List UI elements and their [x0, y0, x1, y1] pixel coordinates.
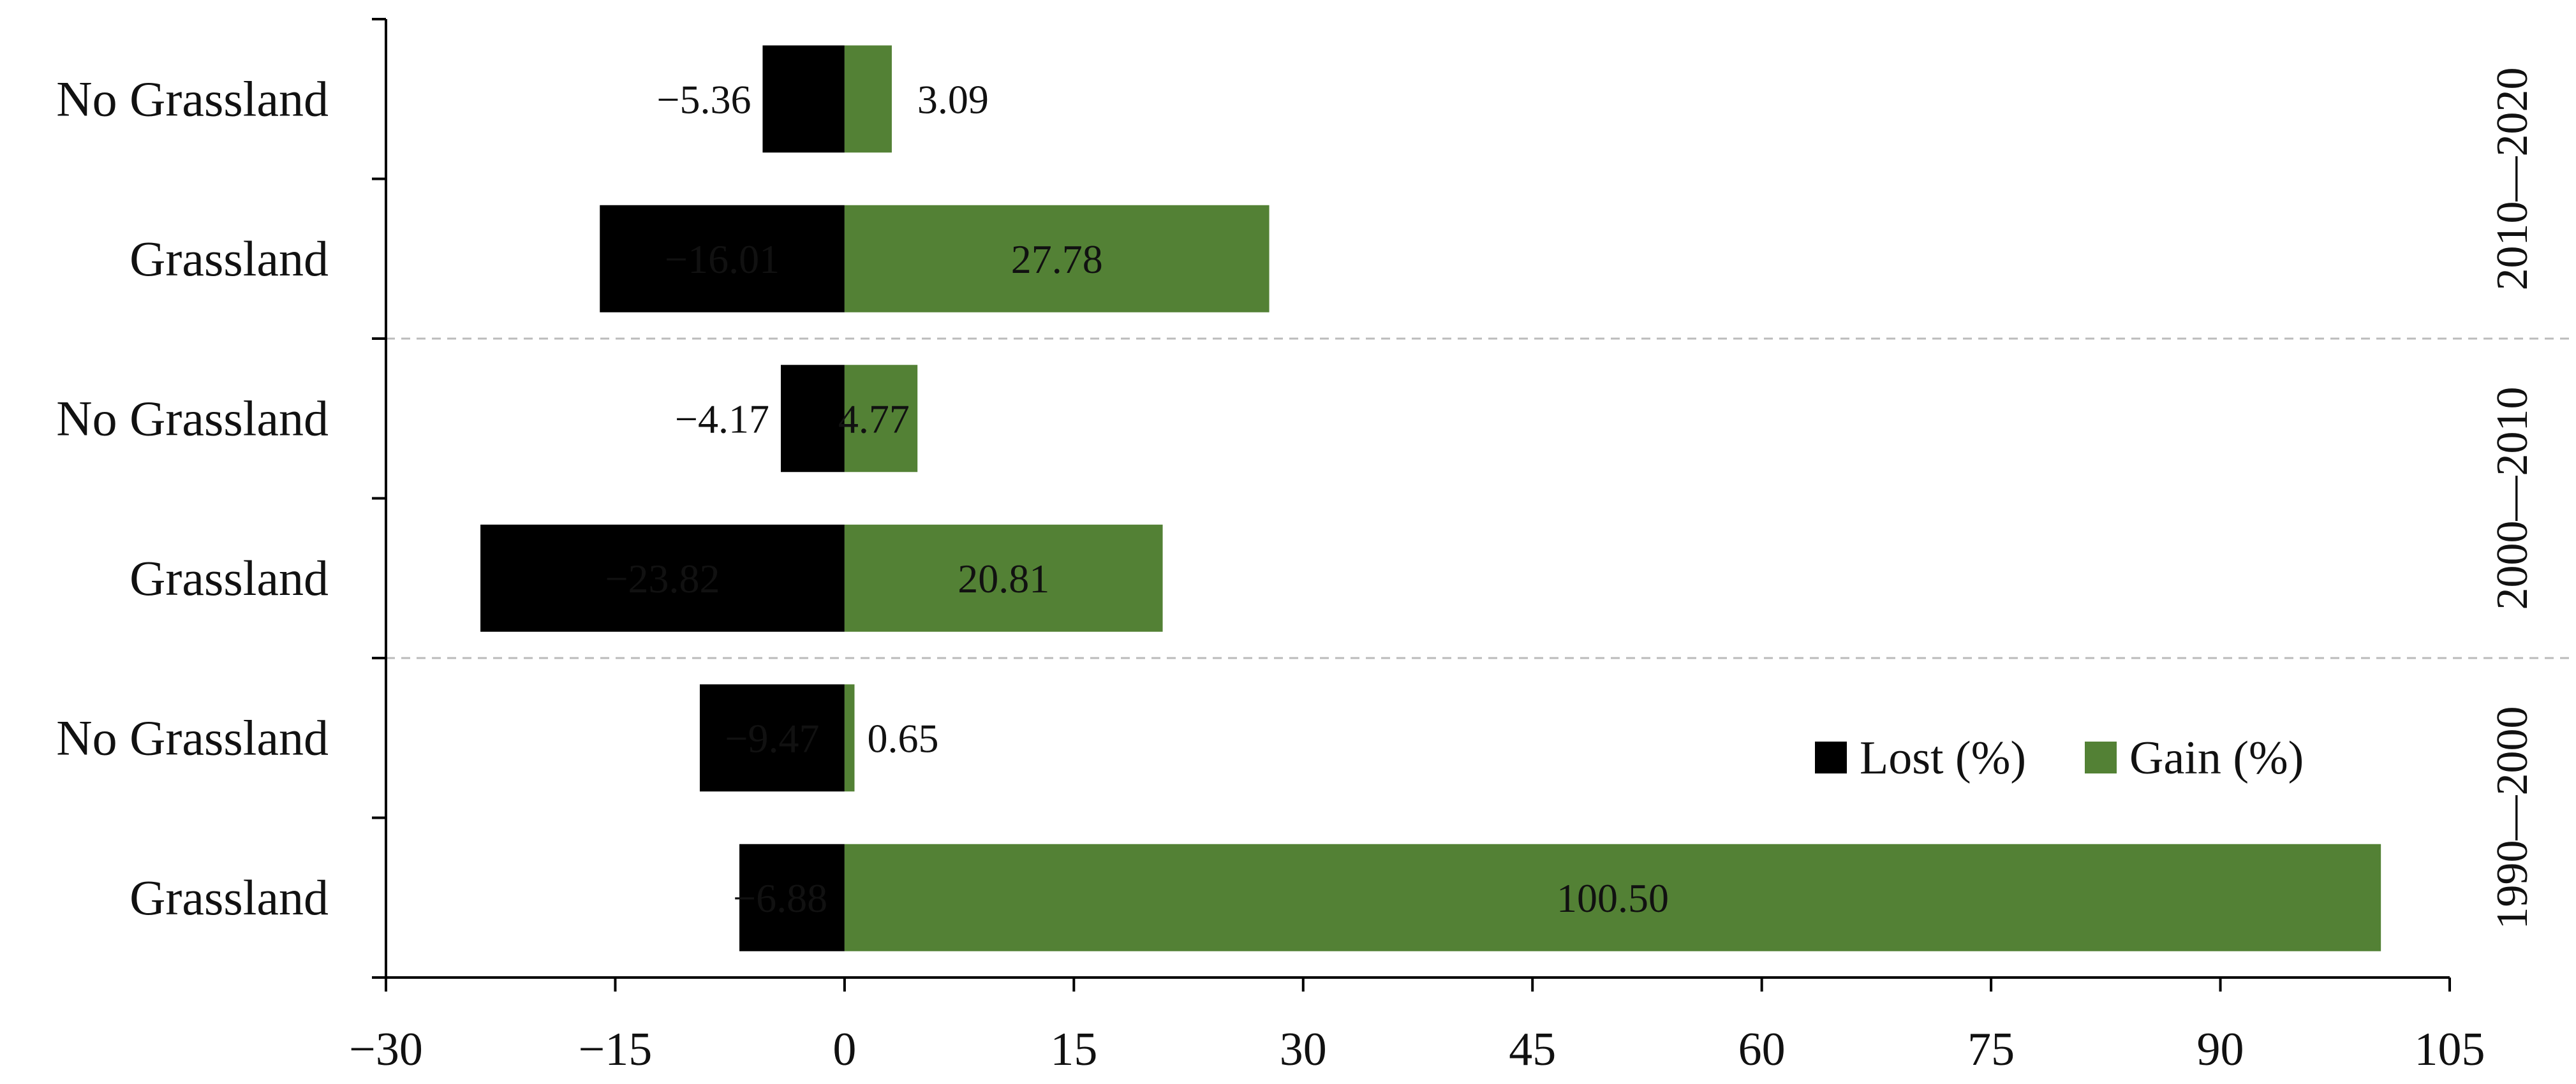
- x-tick-label: 105: [2415, 1023, 2485, 1076]
- bar-gain-2-0: [844, 684, 855, 792]
- legend-swatch-lost: [1815, 742, 1847, 773]
- data-label-lost: −4.17: [675, 396, 769, 441]
- legend-swatch-gain: [2085, 742, 2117, 773]
- data-label-lost: −23.82: [605, 556, 720, 601]
- x-tick-label: 30: [1280, 1023, 1327, 1076]
- bar-gain-2-1: [844, 844, 2381, 951]
- bar-lost-2-1: [739, 844, 845, 951]
- x-tick-label: 90: [2197, 1023, 2244, 1076]
- data-label-lost: −9.47: [725, 715, 819, 761]
- data-label-gain: 0.65: [867, 715, 938, 761]
- bar-lost-0-1: [600, 205, 845, 312]
- group-label: 1990—2000: [2488, 707, 2537, 930]
- data-label-gain: 27.78: [1011, 237, 1103, 282]
- bar-gain-1-1: [844, 524, 1163, 632]
- bar-lost-0-0: [762, 45, 845, 153]
- bar-gain-0-0: [844, 45, 892, 153]
- data-label-gain: 4.77: [838, 396, 910, 441]
- data-label-lost: −5.36: [656, 77, 751, 122]
- data-label-gain: 20.81: [958, 556, 1049, 601]
- data-label-gain: 3.09: [917, 77, 989, 122]
- legend-label-lost: Lost (%): [1860, 732, 2026, 784]
- x-tick-label: −30: [349, 1023, 423, 1076]
- data-label-gain: 100.50: [1557, 875, 1669, 921]
- group-label: 2010—2020: [2488, 68, 2537, 291]
- x-tick-label: 45: [1509, 1023, 1556, 1076]
- x-tick-label: 60: [1738, 1023, 1786, 1076]
- category-label: No Grassland: [56, 71, 329, 126]
- category-label: Grassland: [130, 550, 329, 606]
- x-tick-label: 15: [1050, 1023, 1097, 1076]
- bar-gain-1-0: [844, 365, 918, 472]
- category-label: Grassland: [130, 870, 329, 925]
- x-tick-label: 75: [1967, 1023, 2015, 1076]
- category-label: No Grassland: [56, 710, 329, 765]
- bar-lost-2-0: [699, 684, 845, 792]
- bar-lost-1-1: [480, 524, 845, 632]
- group-label: 2000—2010: [2488, 387, 2537, 610]
- data-label-lost: −16.01: [665, 237, 780, 282]
- category-label: Grassland: [130, 231, 329, 286]
- data-label-lost: −6.88: [733, 875, 827, 921]
- legend-label-gain: Gain (%): [2129, 732, 2304, 784]
- category-label: No Grassland: [56, 390, 329, 446]
- bar-gain-0-1: [844, 205, 1269, 312]
- x-tick-label: 0: [833, 1023, 856, 1076]
- x-tick-label: −15: [579, 1023, 653, 1076]
- bar-lost-1-0: [780, 365, 845, 472]
